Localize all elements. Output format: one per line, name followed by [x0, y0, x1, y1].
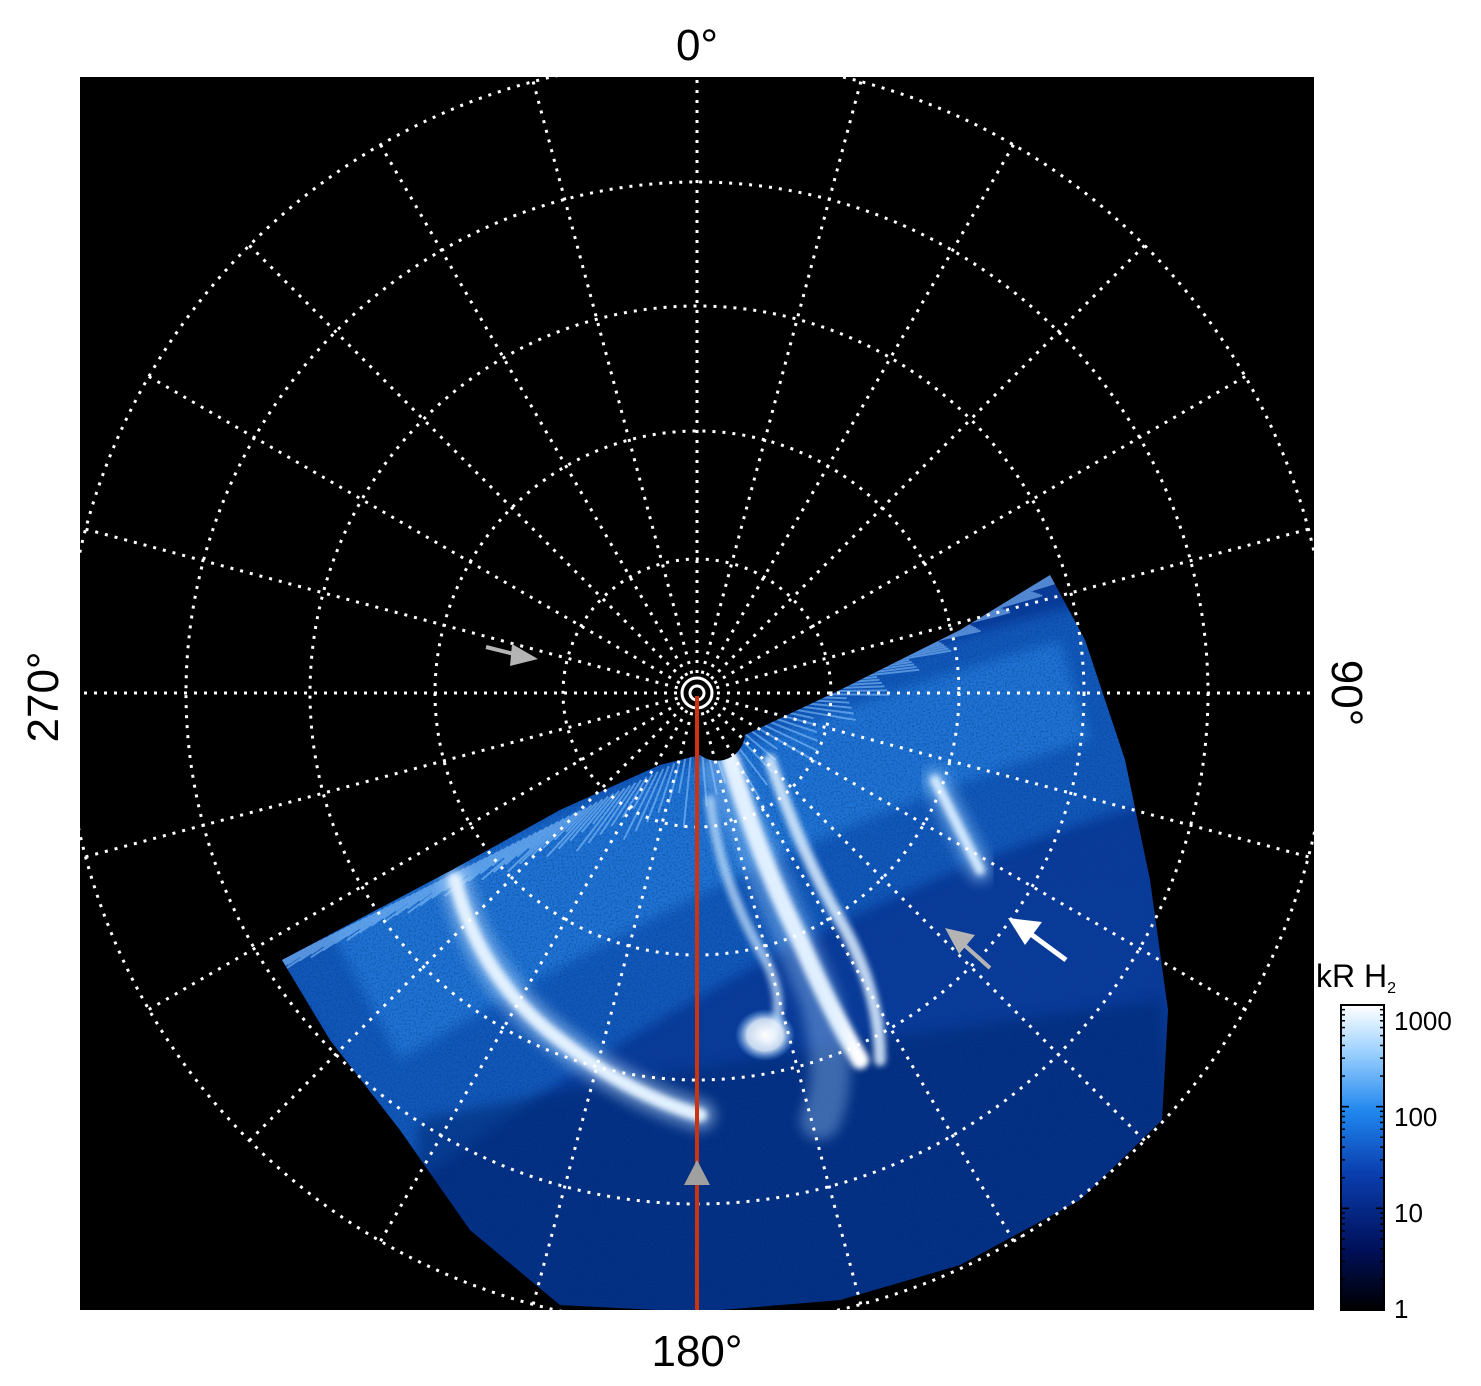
- emission-streak: [479, 840, 521, 875]
- emission-streak: [657, 763, 676, 814]
- longitude-label-bottom: 180°: [651, 1327, 742, 1376]
- longitude-grid-meridians: [80, 77, 1314, 1310]
- meridian-line: [710, 706, 1151, 1147]
- emission-streak: [382, 887, 427, 920]
- emission-streak: [546, 801, 598, 858]
- emission-streak: [575, 787, 626, 852]
- emission-streak: [682, 754, 692, 828]
- meridian-line: [710, 239, 1151, 680]
- emission-streak: [394, 876, 449, 917]
- emission-streak: [507, 818, 565, 873]
- latitude-circle: [308, 304, 1086, 1082]
- emission-streak: [599, 782, 637, 836]
- emission-streak: [677, 757, 687, 794]
- meridian-line: [375, 137, 689, 677]
- emission-streak: [610, 779, 642, 827]
- longitude-label-top: 0°: [676, 21, 718, 70]
- emission-streak: [634, 768, 665, 832]
- meridian-line: [141, 701, 681, 1015]
- emission-streak: [557, 798, 604, 850]
- emission-streak: [762, 718, 818, 742]
- longitude-label-right: 90°: [1322, 660, 1371, 727]
- colorbar-tick-10: 10: [1394, 1198, 1423, 1228]
- gray-arrow-right: [945, 928, 992, 970]
- colorbar: kR H2 1000 100 10 1: [1316, 958, 1452, 1324]
- colorbar-tick-1: 1: [1394, 1294, 1408, 1324]
- emission-streak: [407, 881, 438, 905]
- emission-streak: [382, 878, 443, 924]
- colorbar-tick-1000: 1000: [1394, 1006, 1452, 1036]
- colorbar-gradient: [1340, 1004, 1385, 1311]
- emission-streak: [553, 806, 587, 841]
- meridian-line: [705, 137, 1019, 677]
- emission-streak: [467, 842, 515, 882]
- emission-streak: [518, 815, 571, 865]
- meridian-line: [243, 706, 684, 1147]
- emission-streak: [394, 884, 432, 912]
- colorbar-tick-100: 100: [1394, 1102, 1437, 1132]
- emission-streak: [569, 795, 609, 842]
- meridian-line: [141, 371, 681, 685]
- emission-streak: [516, 823, 554, 858]
- emission-streak: [492, 829, 543, 873]
- meridian-line: [243, 239, 684, 680]
- emission-streak: [503, 834, 532, 859]
- bright-spot: [735, 1009, 795, 1061]
- gray-arrow-left: [485, 644, 538, 666]
- emission-streak: [491, 837, 526, 867]
- emission-streak: [370, 889, 421, 927]
- emission-streak: [580, 793, 615, 833]
- meridian-direction-triangle: [684, 1160, 710, 1185]
- emission-streak: [646, 765, 670, 823]
- meridian-line: [713, 701, 1253, 1015]
- emission-streak: [622, 771, 659, 841]
- colorbar-unit-label: kR H2: [1316, 958, 1396, 997]
- white-arrow-right: [1008, 918, 1068, 963]
- emission-streak: [632, 773, 654, 810]
- meridian-line: [375, 709, 689, 1249]
- longitude-label-left: 270°: [19, 651, 68, 742]
- emission-streak: [481, 831, 537, 881]
- emission-streak: [756, 720, 819, 752]
- emission-streak: [467, 851, 499, 877]
- emission-streak: [504, 826, 548, 866]
- emission-streak: [587, 784, 631, 844]
- meridian-line: [705, 709, 1019, 1249]
- emission-streak: [592, 790, 620, 825]
- emission-streak: [565, 804, 593, 833]
- emission-streak: [528, 820, 559, 850]
- meridian-line: [713, 371, 1253, 685]
- emission-streak: [621, 776, 648, 819]
